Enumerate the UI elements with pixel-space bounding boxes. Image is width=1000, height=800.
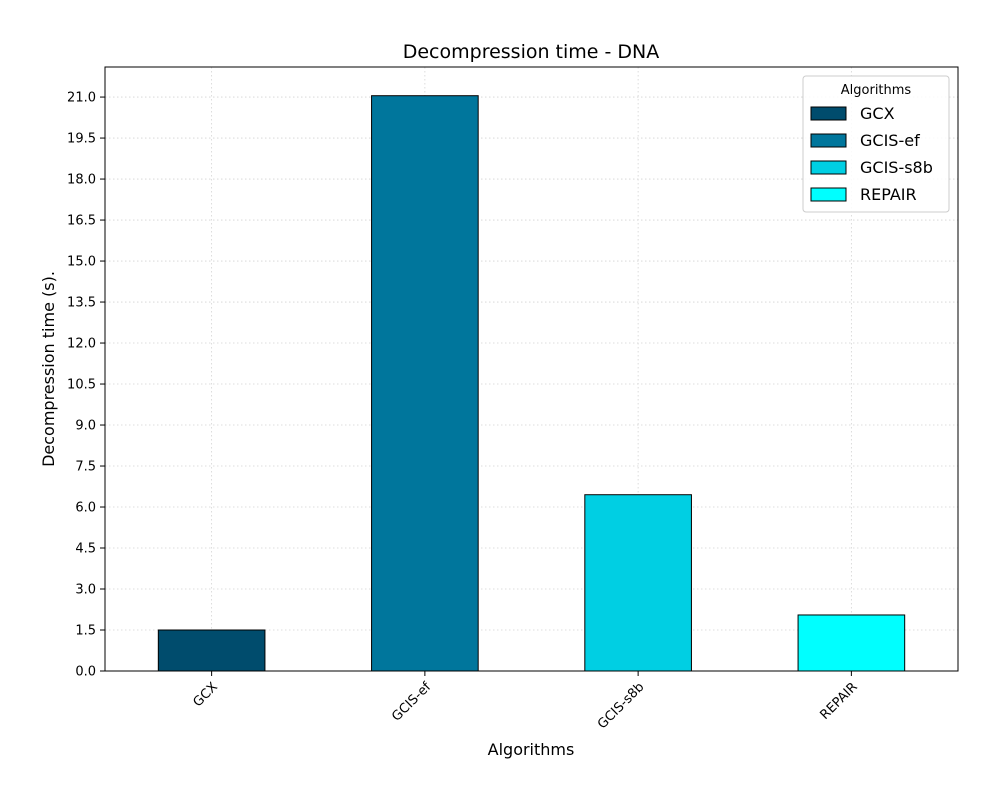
y-tick-label: 10.5 xyxy=(67,378,96,393)
y-tick-label: 19.5 xyxy=(67,132,96,147)
y-tick-label: 13.5 xyxy=(67,296,96,311)
bar-gcis-s8b xyxy=(584,494,692,672)
y-tick-label: 16.5 xyxy=(67,214,96,229)
y-tick-label: 4.5 xyxy=(75,542,96,557)
y-tick-label: 12.0 xyxy=(67,337,96,352)
legend-label: GCIS-s8b xyxy=(860,158,933,177)
legend-label: GCIS-ef xyxy=(860,131,920,150)
x-tick-label: GCIS-s8b xyxy=(595,680,647,732)
x-tick-label: REPAIR xyxy=(818,680,861,723)
legend-swatch-repair xyxy=(810,187,847,202)
legend-entries: GCX GCIS-ef GCIS-s8b REPAIR xyxy=(810,104,933,204)
plot-area-frame xyxy=(104,66,959,672)
bar-repair xyxy=(797,614,906,672)
legend-swatch-gcis-ef xyxy=(810,133,847,148)
chart-title: Decompression time - DNA xyxy=(403,41,660,63)
legend-label: GCX xyxy=(860,104,895,123)
legend-swatch-gcis-s8b xyxy=(810,160,847,175)
y-tick-label: 21.0 xyxy=(67,91,96,106)
x-tick-label: GCIS-ef xyxy=(389,679,434,724)
y-tick-label: 9.0 xyxy=(75,419,96,434)
y-tick-label: 7.5 xyxy=(75,460,96,475)
bars xyxy=(157,95,906,672)
y-tick-label: 3.0 xyxy=(75,583,96,598)
legend: Algorithms GCX GCIS-ef GCIS-s8b REPAIR xyxy=(802,75,950,213)
x-axis-ticks: GCX GCIS-ef GCIS-s8b REPAIR xyxy=(190,671,861,732)
y-axis-ticks: 0.0 1.5 3.0 4.5 6.0 7.5 9.0 10.5 12.0 13.5 15.0 16.… xyxy=(67,91,105,680)
bar-gcx xyxy=(157,629,266,672)
y-tick-label: 0.0 xyxy=(75,665,96,680)
y-tick-label: 1.5 xyxy=(75,624,96,639)
y-tick-label: 6.0 xyxy=(75,501,96,516)
y-axis-label: Decompression time (s). xyxy=(39,271,58,467)
bar-gcis-ef xyxy=(371,95,479,672)
y-tick-label: 15.0 xyxy=(67,255,96,270)
x-tick-label: GCX xyxy=(190,680,221,711)
y-tick-label: 18.0 xyxy=(67,173,96,188)
legend-title: Algorithms xyxy=(841,83,912,98)
legend-label: REPAIR xyxy=(860,185,917,204)
legend-swatch-gcx xyxy=(810,106,847,121)
x-axis-label: Algorithms xyxy=(488,740,575,759)
